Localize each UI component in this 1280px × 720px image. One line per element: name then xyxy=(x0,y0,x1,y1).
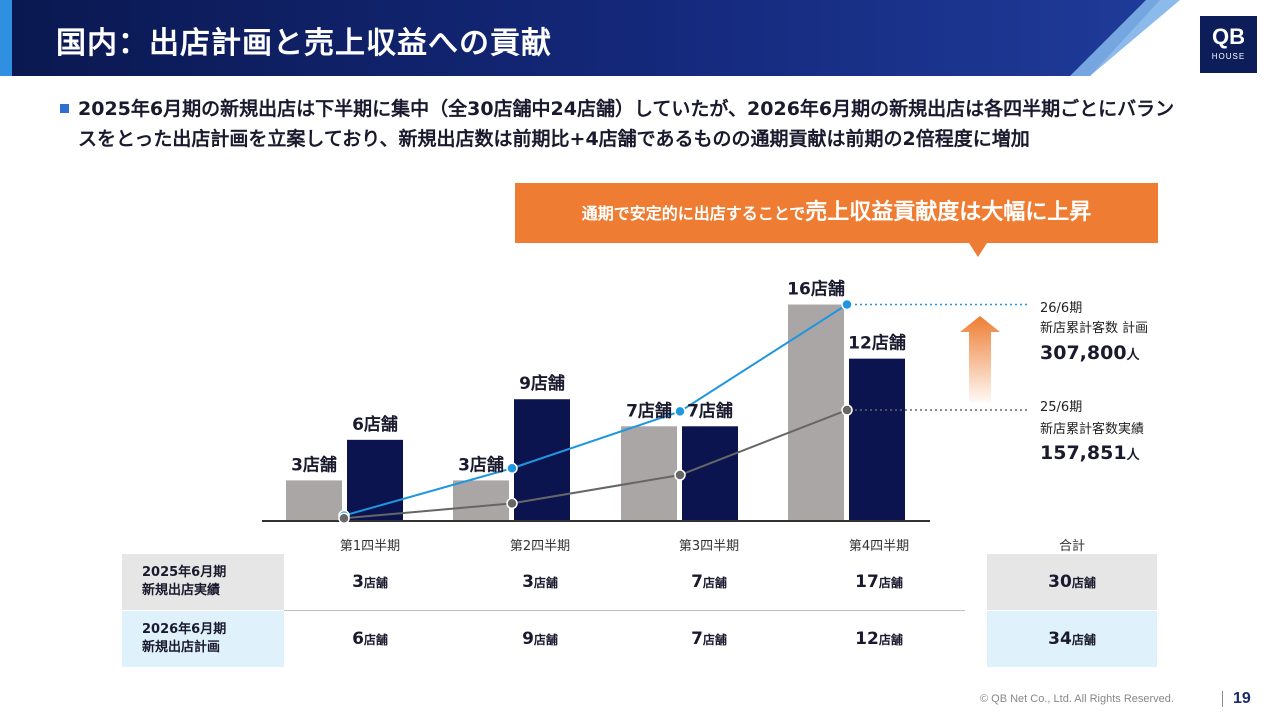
plan-period-label: 26/6期 xyxy=(1040,301,1083,316)
cell-unit: 店舗 xyxy=(702,575,727,590)
bar-label-fy2025-q4: 16店舗 xyxy=(787,279,845,300)
cell-value: 6 xyxy=(352,629,364,649)
copyright-text: © QB Net Co., Ltd. All Rights Reserved. xyxy=(980,693,1174,705)
bar-label-fy2026-q2: 9店舗 xyxy=(519,373,565,394)
table-cell: 7 店舗 xyxy=(629,611,789,667)
total-value: 30 xyxy=(1048,572,1072,592)
plan-point-q4 xyxy=(841,298,853,311)
cell-value: 3 xyxy=(352,572,364,592)
plan-value-number: 307,800 xyxy=(1040,342,1127,364)
cell-unit: 店舗 xyxy=(533,632,558,647)
total-cell: 30 店舗 xyxy=(987,554,1157,610)
row-label-line-1: 2025年6月期 xyxy=(142,565,227,580)
page-number: 19 xyxy=(1233,690,1251,707)
plan-value: 307,800人 xyxy=(1040,342,1140,364)
cell-value: 7 xyxy=(691,629,703,649)
table-cell: 12 店舗 xyxy=(799,611,959,667)
quarter-label-2: 第2四半期 xyxy=(509,539,571,554)
total-header: 合計 xyxy=(1058,539,1085,554)
cell-unit: 店舗 xyxy=(878,632,903,647)
actual-point-q1 xyxy=(338,512,350,525)
bar-label-fy2025-q3: 7店舗 xyxy=(626,400,672,421)
bar-fy2026-q3 xyxy=(682,426,738,521)
bar-label-fy2026-q3: 7店舗 xyxy=(687,400,733,421)
plan-point-q2 xyxy=(506,462,518,474)
logo-house-text: HOUSE xyxy=(1211,52,1246,61)
line-plan-cumulative xyxy=(343,303,848,517)
cell-unit: 店舗 xyxy=(702,632,727,647)
cell-unit: 店舗 xyxy=(363,632,388,647)
up-arrow-icon xyxy=(960,316,1000,402)
callout-big-text: 売上収益貢献度は大幅に上昇 xyxy=(805,200,1092,225)
row-divider xyxy=(284,610,965,611)
bar-fy2025-q3 xyxy=(621,426,677,521)
cell-unit: 店舗 xyxy=(363,575,388,590)
actual-period-label: 25/6期 xyxy=(1040,400,1083,415)
bar-fy2025-q1 xyxy=(286,480,342,521)
quarter-label-3: 第3四半期 xyxy=(678,539,740,554)
row-label: 2025年6月期 新規出店実績 xyxy=(122,554,284,610)
table-cell: 7 店舗 xyxy=(629,554,789,610)
cell-value: 17 xyxy=(855,572,879,592)
table-row: 2026年6月期 新規出店計画 6 店舗 9 店舗 7 店舗 12 店舗 34 店舗 xyxy=(122,611,1158,667)
actual-value-unit: 人 xyxy=(1126,448,1140,463)
bar-label-fy2026-q1: 6店舗 xyxy=(352,414,398,435)
actual-value-number: 157,851 xyxy=(1040,442,1127,464)
bar-label-fy2026-q4: 12店舗 xyxy=(848,333,906,354)
table-cell: 3 店舗 xyxy=(460,554,620,610)
page-title: 国内：出店計画と売上収益への貢献 xyxy=(56,26,552,61)
cell-value: 3 xyxy=(522,572,534,592)
bar-fy2026-q4 xyxy=(849,358,905,521)
bar-fy2026-q1 xyxy=(347,439,403,521)
plan-point-q3 xyxy=(674,405,686,418)
cell-value: 12 xyxy=(855,629,879,649)
bar-label-fy2025-q1: 3店舗 xyxy=(291,454,337,475)
actual-value: 157,851人 xyxy=(1040,442,1140,464)
total-unit: 店舗 xyxy=(1071,575,1096,590)
callout-box: 通期で安定的に出店することで売上収益貢献度は大幅に上昇 xyxy=(515,183,1158,243)
plan-metric-label: 新店累計客数 計画 xyxy=(1040,321,1149,336)
cell-value: 9 xyxy=(522,629,534,649)
quarter-label-1: 第1四半期 xyxy=(339,539,401,554)
quarter-label-4: 第4四半期 xyxy=(848,539,910,554)
table-row: 2025年6月期 新規出店実績 3 店舗 3 店舗 7 店舗 17 店舗 30 店舗 xyxy=(122,554,1158,611)
row-label-line-2: 新規出店計画 xyxy=(142,640,221,655)
bar-fy2025-q4 xyxy=(788,304,844,521)
row-label-line-1: 2026年6月期 xyxy=(142,622,227,637)
footer-divider xyxy=(1222,691,1223,707)
row-label: 2026年6月期 新規出店計画 xyxy=(122,611,284,667)
bullet-text: 2025年6月期の新規出店は下半期に集中（全30店舗中24店舗）していたが、20… xyxy=(78,98,1175,150)
cell-unit: 店舗 xyxy=(533,575,558,590)
table-cell: 3 店舗 xyxy=(290,554,450,610)
actual-point-q4 xyxy=(841,404,853,416)
cell-value: 7 xyxy=(691,572,703,592)
table-cell: 17 店舗 xyxy=(799,554,959,610)
callout-small-text: 通期で安定的に出店することで xyxy=(581,204,806,223)
actual-point-q2 xyxy=(506,497,518,510)
qb-house-logo: QB HOUSE xyxy=(1200,16,1257,73)
total-value: 34 xyxy=(1048,629,1072,649)
bullet-square-icon xyxy=(60,104,69,113)
header-accent xyxy=(0,0,12,76)
table-cell: 9 店舗 xyxy=(460,611,620,667)
bar-fy2026-q2 xyxy=(514,399,570,521)
row-label-line-2: 新規出店実績 xyxy=(142,583,221,598)
bar-fy2025-q2 xyxy=(453,480,509,521)
plan-value-unit: 人 xyxy=(1126,348,1140,363)
cell-unit: 店舗 xyxy=(878,575,903,590)
table-cell: 6 店舗 xyxy=(290,611,450,667)
line-actual-cumulative xyxy=(343,409,848,520)
actual-metric-label: 新店累計客数実績 xyxy=(1040,422,1145,437)
callout-tail xyxy=(969,243,987,257)
header-bar xyxy=(0,0,1160,76)
total-cell: 34 店舗 xyxy=(987,611,1157,667)
total-unit: 店舗 xyxy=(1071,632,1096,647)
actual-point-q3 xyxy=(674,469,686,481)
logo-qb-text: QB xyxy=(1212,24,1245,49)
bar-label-fy2025-q2: 3店舗 xyxy=(458,454,504,475)
